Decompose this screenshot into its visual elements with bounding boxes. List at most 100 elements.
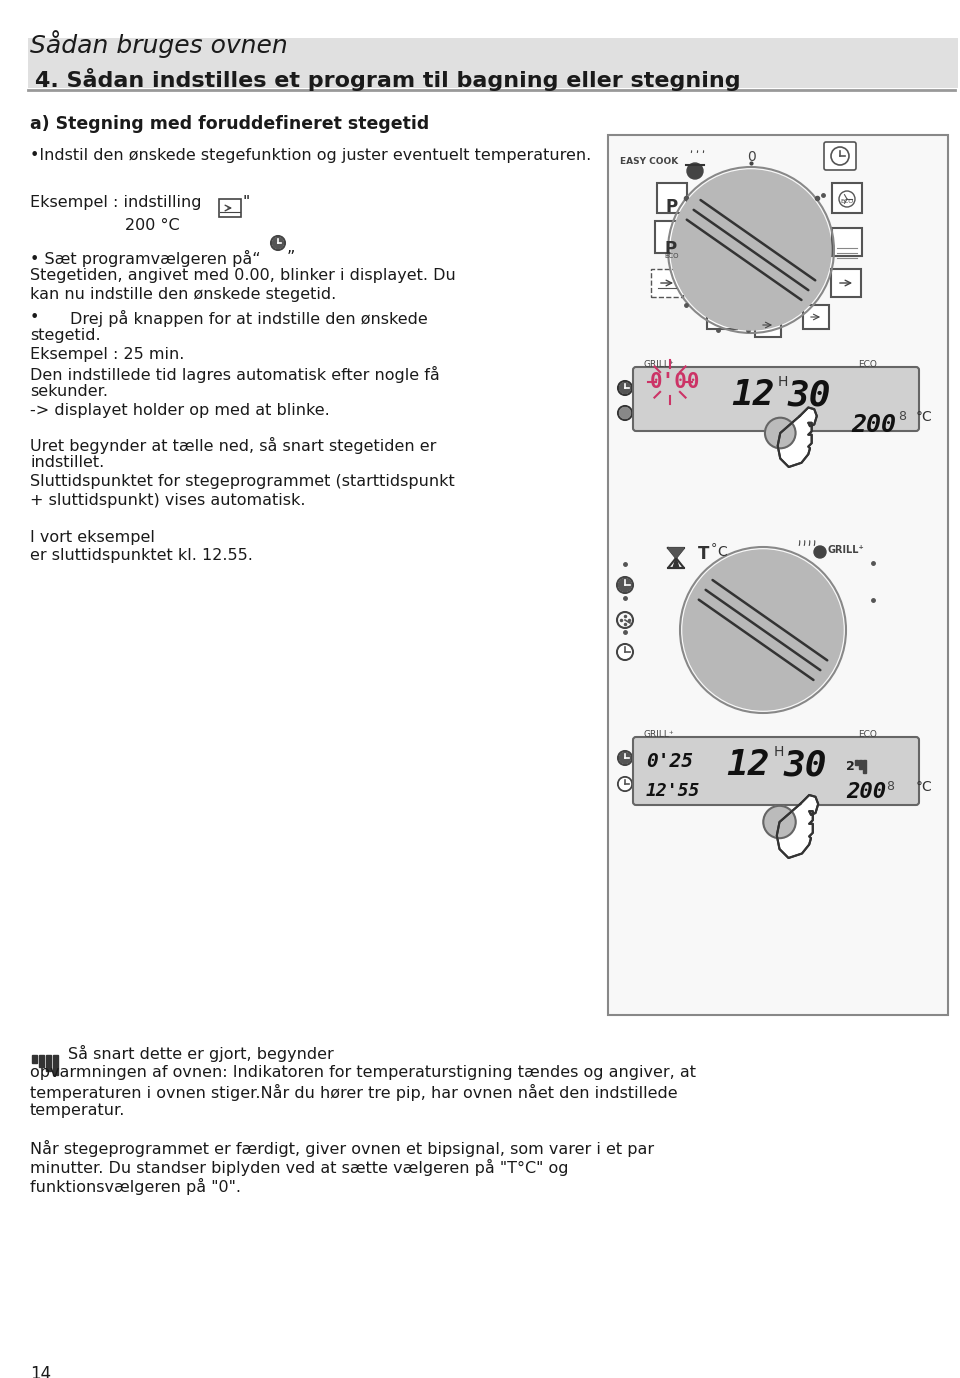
- Text: • Sæt programvælgeren på“: • Sæt programvælgeren på“: [30, 249, 260, 267]
- Text: Den indstillede tid lagres automatisk efter nogle få: Den indstillede tid lagres automatisk ef…: [30, 367, 440, 383]
- Text: sekunder.: sekunder.: [30, 384, 108, 400]
- Bar: [53, 1056, 58, 1075]
- Text: P: P: [666, 198, 678, 216]
- Text: minutter. Du standser biplyden ved at sætte vælgeren på "T°C" og: minutter. Du standser biplyden ved at sæ…: [30, 1159, 568, 1175]
- Text: 8: 8: [886, 780, 894, 792]
- Circle shape: [765, 418, 796, 448]
- Text: 2: 2: [846, 761, 854, 773]
- Bar: [46, 1056, 51, 1071]
- Text: I vort eksempel: I vort eksempel: [30, 531, 155, 546]
- Text: Stegetiden, angivet med 0.00, blinker i displayet. Du: Stegetiden, angivet med 0.00, blinker i …: [30, 267, 456, 282]
- Text: ECO: ECO: [664, 254, 679, 259]
- Text: Eksempel : 25 min.: Eksempel : 25 min.: [30, 347, 184, 362]
- FancyBboxPatch shape: [831, 269, 861, 298]
- Text: GRILL⁺: GRILL⁺: [828, 546, 865, 555]
- FancyBboxPatch shape: [841, 752, 863, 770]
- FancyBboxPatch shape: [657, 183, 687, 214]
- Circle shape: [619, 646, 631, 659]
- Text: T: T: [698, 546, 709, 564]
- FancyBboxPatch shape: [832, 227, 862, 256]
- Text: ECO: ECO: [858, 360, 876, 369]
- Circle shape: [619, 383, 631, 394]
- Circle shape: [814, 546, 826, 558]
- Text: °C: °C: [916, 411, 933, 424]
- Circle shape: [619, 752, 631, 763]
- FancyBboxPatch shape: [655, 220, 687, 254]
- Circle shape: [683, 550, 843, 710]
- Text: Eksempel : indstilling: Eksempel : indstilling: [30, 196, 202, 209]
- FancyBboxPatch shape: [832, 183, 862, 214]
- FancyBboxPatch shape: [824, 142, 856, 169]
- Text: 12: 12: [731, 378, 775, 412]
- Text: ": ": [242, 196, 250, 209]
- FancyBboxPatch shape: [633, 367, 919, 431]
- FancyBboxPatch shape: [608, 135, 948, 1016]
- Circle shape: [763, 806, 796, 838]
- Text: 200: 200: [846, 781, 886, 802]
- Polygon shape: [668, 548, 684, 558]
- Bar: [863, 761, 866, 773]
- Text: EASY COOK: EASY COOK: [620, 157, 679, 165]
- Text: ECO: ECO: [858, 730, 876, 739]
- FancyBboxPatch shape: [651, 269, 683, 298]
- Text: temperatur.: temperatur.: [30, 1102, 126, 1118]
- Bar: [32, 1056, 37, 1062]
- Text: Sluttidspunktet for stegeprogrammet (starttidspunkt: Sluttidspunktet for stegeprogrammet (sta…: [30, 474, 455, 489]
- Text: Sådan bruges ovnen: Sådan bruges ovnen: [30, 30, 288, 58]
- Text: H: H: [778, 375, 788, 389]
- Text: 12'55: 12'55: [646, 781, 701, 801]
- FancyBboxPatch shape: [803, 305, 829, 329]
- Text: °C: °C: [916, 780, 933, 794]
- Text: indstillet.: indstillet.: [30, 455, 105, 470]
- Circle shape: [687, 163, 703, 179]
- Text: 0'25: 0'25: [646, 752, 693, 772]
- Text: temperaturen i ovnen stiger.Når du hører tre pip, har ovnen nået den indstillede: temperaturen i ovnen stiger.Når du hører…: [30, 1084, 678, 1101]
- Text: 0'00: 0'00: [650, 372, 701, 391]
- Text: GRILL⁺: GRILL⁺: [644, 730, 675, 739]
- Text: °: °: [711, 542, 717, 555]
- Text: funktionsvælgeren på "0".: funktionsvælgeren på "0".: [30, 1178, 241, 1195]
- Polygon shape: [778, 408, 817, 467]
- Text: 14: 14: [30, 1366, 51, 1378]
- Circle shape: [273, 237, 283, 248]
- Text: ECO: ECO: [840, 198, 853, 204]
- Text: Drej på knappen for at indstille den ønskede: Drej på knappen for at indstille den øns…: [70, 310, 428, 327]
- Text: a) Stegning med foruddefineret stegetid: a) Stegning med foruddefineret stegetid: [30, 114, 429, 134]
- Text: 200 °C: 200 °C: [125, 218, 180, 233]
- Text: Uret begynder at tælle ned, så snart stegetiden er: Uret begynder at tælle ned, så snart ste…: [30, 437, 437, 453]
- Text: 12: 12: [726, 748, 770, 781]
- FancyBboxPatch shape: [755, 313, 781, 338]
- Text: er sluttidspunktet kl. 12.55.: er sluttidspunktet kl. 12.55.: [30, 548, 252, 564]
- Text: -> displayet holder op med at blinke.: -> displayet holder op med at blinke.: [30, 402, 329, 418]
- Text: 30: 30: [788, 378, 831, 412]
- Bar: [855, 761, 858, 765]
- Text: H: H: [774, 745, 784, 759]
- Circle shape: [618, 579, 632, 591]
- Text: •: •: [30, 310, 39, 325]
- Text: stegetid.: stegetid.: [30, 328, 101, 343]
- FancyBboxPatch shape: [633, 737, 919, 805]
- Text: 0: 0: [747, 150, 756, 164]
- Text: Når stegeprogrammet er færdigt, giver ovnen et bipsignal, som varer i et par: Når stegeprogrammet er færdigt, giver ov…: [30, 1140, 654, 1158]
- Circle shape: [671, 169, 831, 329]
- Bar: [39, 1056, 44, 1067]
- Text: C: C: [717, 546, 727, 559]
- Text: + sluttidspunkt) vises automatisk.: + sluttidspunkt) vises automatisk.: [30, 493, 305, 508]
- Polygon shape: [673, 558, 679, 568]
- Text: •Indstil den ønskede stegefunktion og juster eventuelt temperaturen.: •Indstil den ønskede stegefunktion og ju…: [30, 147, 591, 163]
- Text: Så snart dette er gjort, begynder: Så snart dette er gjort, begynder: [68, 1045, 334, 1062]
- FancyBboxPatch shape: [707, 303, 737, 329]
- Text: ”: ”: [287, 249, 296, 265]
- Text: kan nu indstille den ønskede stegetid.: kan nu indstille den ønskede stegetid.: [30, 287, 336, 302]
- Text: P: P: [665, 240, 677, 258]
- Text: GRILL⁺: GRILL⁺: [644, 360, 675, 369]
- Text: 200: 200: [851, 413, 896, 437]
- Text: 8: 8: [898, 411, 906, 423]
- Circle shape: [619, 408, 631, 419]
- Circle shape: [619, 779, 631, 790]
- FancyBboxPatch shape: [219, 198, 241, 216]
- Text: 4. Sådan indstilles et program til bagning eller stegning: 4. Sådan indstilles et program til bagni…: [35, 68, 740, 91]
- Circle shape: [831, 147, 849, 165]
- Text: opvarmningen af ovnen: Indikatoren for temperaturstigning tændes og angiver, at: opvarmningen af ovnen: Indikatoren for t…: [30, 1065, 696, 1080]
- Text: 30: 30: [784, 748, 828, 781]
